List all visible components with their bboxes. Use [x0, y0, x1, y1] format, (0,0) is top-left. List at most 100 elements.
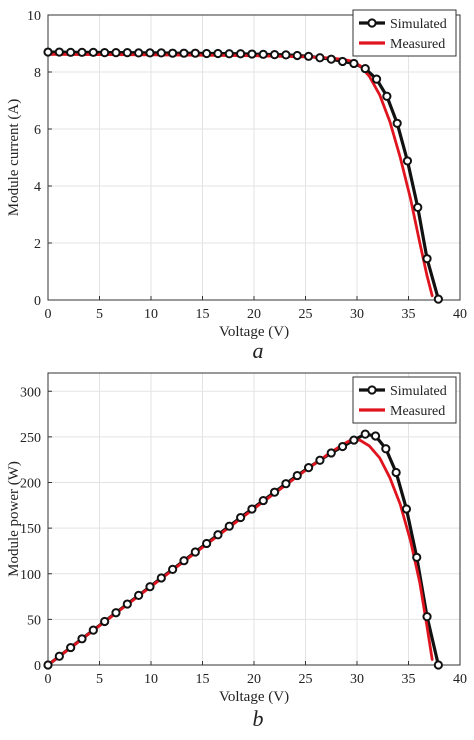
series-simulated-point: [66, 47, 76, 57]
series-simulated-point: [156, 573, 166, 583]
series-simulated-point: [77, 47, 87, 57]
chart-panel-b: 0 5 10 15 20 25 30 35 40 0 50 100 150 200 250 300 Voltag…: [6, 372, 467, 731]
x-tick-label: 15: [196, 307, 210, 322]
panel-letter: a: [253, 338, 264, 363]
series-simulated-point: [190, 48, 200, 58]
x-axis-label: Voltage (V): [219, 324, 289, 340]
series-simulated-point: [292, 470, 302, 481]
series-simulated-point: [66, 642, 76, 653]
y-tick-label: 6: [34, 123, 41, 138]
series-simulated-point: [213, 48, 223, 59]
series-simulated-point: [270, 50, 280, 60]
series-simulated-point: [111, 48, 121, 58]
x-tick-label: 30: [350, 672, 364, 687]
y-tick-label: 50: [27, 613, 41, 628]
series-simulated-point: [315, 455, 325, 465]
series-simulated-point: [202, 48, 212, 59]
x-tick-label: 10: [144, 307, 158, 322]
legend: Simulated Measured: [352, 9, 457, 57]
y-tick-label: 8: [34, 66, 41, 81]
series-simulated-point: [43, 47, 53, 57]
y-tick-label: 0: [34, 294, 41, 309]
series-simulated-point: [134, 590, 144, 600]
series-simulated-point: [281, 50, 291, 60]
series-simulated-point: [122, 599, 132, 609]
series-simulated-point: [168, 564, 178, 574]
x-tick-label: 5: [96, 672, 103, 687]
series-simulated-point: [236, 512, 246, 523]
series-simulated-point: [236, 49, 246, 59]
series-simulated-point: [202, 538, 212, 549]
x-tick-label: 5: [96, 307, 103, 322]
legend-marker-simulated: [367, 385, 377, 395]
x-tick-label: 25: [299, 672, 313, 687]
series-simulated-point: [134, 48, 144, 58]
legend-marker-simulated: [367, 18, 377, 28]
series-simulated-point: [292, 50, 302, 61]
series-simulated-point: [391, 467, 401, 478]
series-simulated-point: [326, 54, 336, 64]
series-simulated-point: [258, 49, 268, 59]
legend-box: [352, 376, 457, 424]
panel-letter: b: [253, 706, 264, 731]
series-simulated-point: [100, 616, 110, 627]
series-simulated-point: [122, 48, 132, 58]
series-simulated-point: [224, 49, 234, 59]
x-tick-label: 20: [247, 672, 261, 687]
x-tick-label: 0: [45, 307, 52, 322]
series-simulated-point: [349, 58, 359, 69]
series-simulated-point: [247, 49, 257, 59]
series-simulated-point: [100, 48, 110, 58]
series-simulated-point: [349, 435, 359, 445]
x-tick-label: 35: [402, 672, 416, 687]
series-simulated-point: [315, 53, 325, 63]
y-axis-label: Module power (W): [6, 461, 22, 577]
legend: Simulated Measured: [352, 376, 457, 424]
legend-label-simulated: Simulated: [390, 17, 447, 32]
series-simulated-point: [303, 51, 314, 61]
y-tick-label: 10: [27, 9, 41, 24]
series-simulated-point: [270, 487, 280, 497]
chart-panel-a: 0 5 10 15 20 25 30 35 40 0 2 4 6 8 10 Voltage (V) Module…: [6, 9, 467, 363]
legend-label-measured: Measured: [390, 37, 445, 52]
series-simulated-point: [370, 431, 381, 441]
y-tick-label: 150: [20, 522, 41, 537]
x-tick-label: 0: [45, 672, 52, 687]
y-tick-label: 4: [34, 180, 41, 195]
series-simulated-point: [382, 91, 392, 101]
series-simulated-point: [413, 202, 423, 212]
series-simulated-point: [381, 444, 391, 454]
x-tick-label: 20: [247, 307, 261, 322]
y-tick-label: 0: [34, 659, 41, 674]
series-simulated-point: [281, 479, 291, 489]
series-simulated-point: [247, 504, 257, 514]
series-simulated-point: [145, 48, 155, 58]
series-simulated-point: [422, 612, 432, 622]
series-simulated-point: [190, 547, 200, 557]
legend-label-measured: Measured: [390, 404, 445, 419]
x-tick-label: 25: [299, 307, 313, 322]
series-simulated-point: [360, 429, 370, 439]
y-axis-label: Module current (A): [6, 99, 22, 216]
series-simulated-point: [179, 48, 189, 58]
x-tick-label: 40: [453, 672, 467, 687]
series-simulated-point: [326, 448, 336, 458]
legend-box: [352, 9, 457, 57]
series-simulated-point: [145, 582, 155, 592]
series-simulated-point: [168, 48, 178, 58]
series-simulated-point: [412, 552, 422, 562]
series-simulated-point: [258, 495, 268, 506]
y-tick-label: 200: [20, 477, 41, 492]
series-simulated-point: [337, 441, 348, 452]
series-simulated-point: [224, 521, 234, 531]
axes-frame: [47, 14, 461, 301]
axes-frame: [47, 372, 461, 666]
series-simulated-point: [402, 156, 413, 166]
series-simulated-point: [213, 530, 223, 540]
series-simulated-point: [433, 660, 443, 670]
legend-label-simulated: Simulated: [390, 384, 447, 399]
y-tick-label: 2: [34, 237, 41, 252]
series-simulated-point: [179, 556, 189, 566]
series-simulated-point: [54, 651, 64, 661]
